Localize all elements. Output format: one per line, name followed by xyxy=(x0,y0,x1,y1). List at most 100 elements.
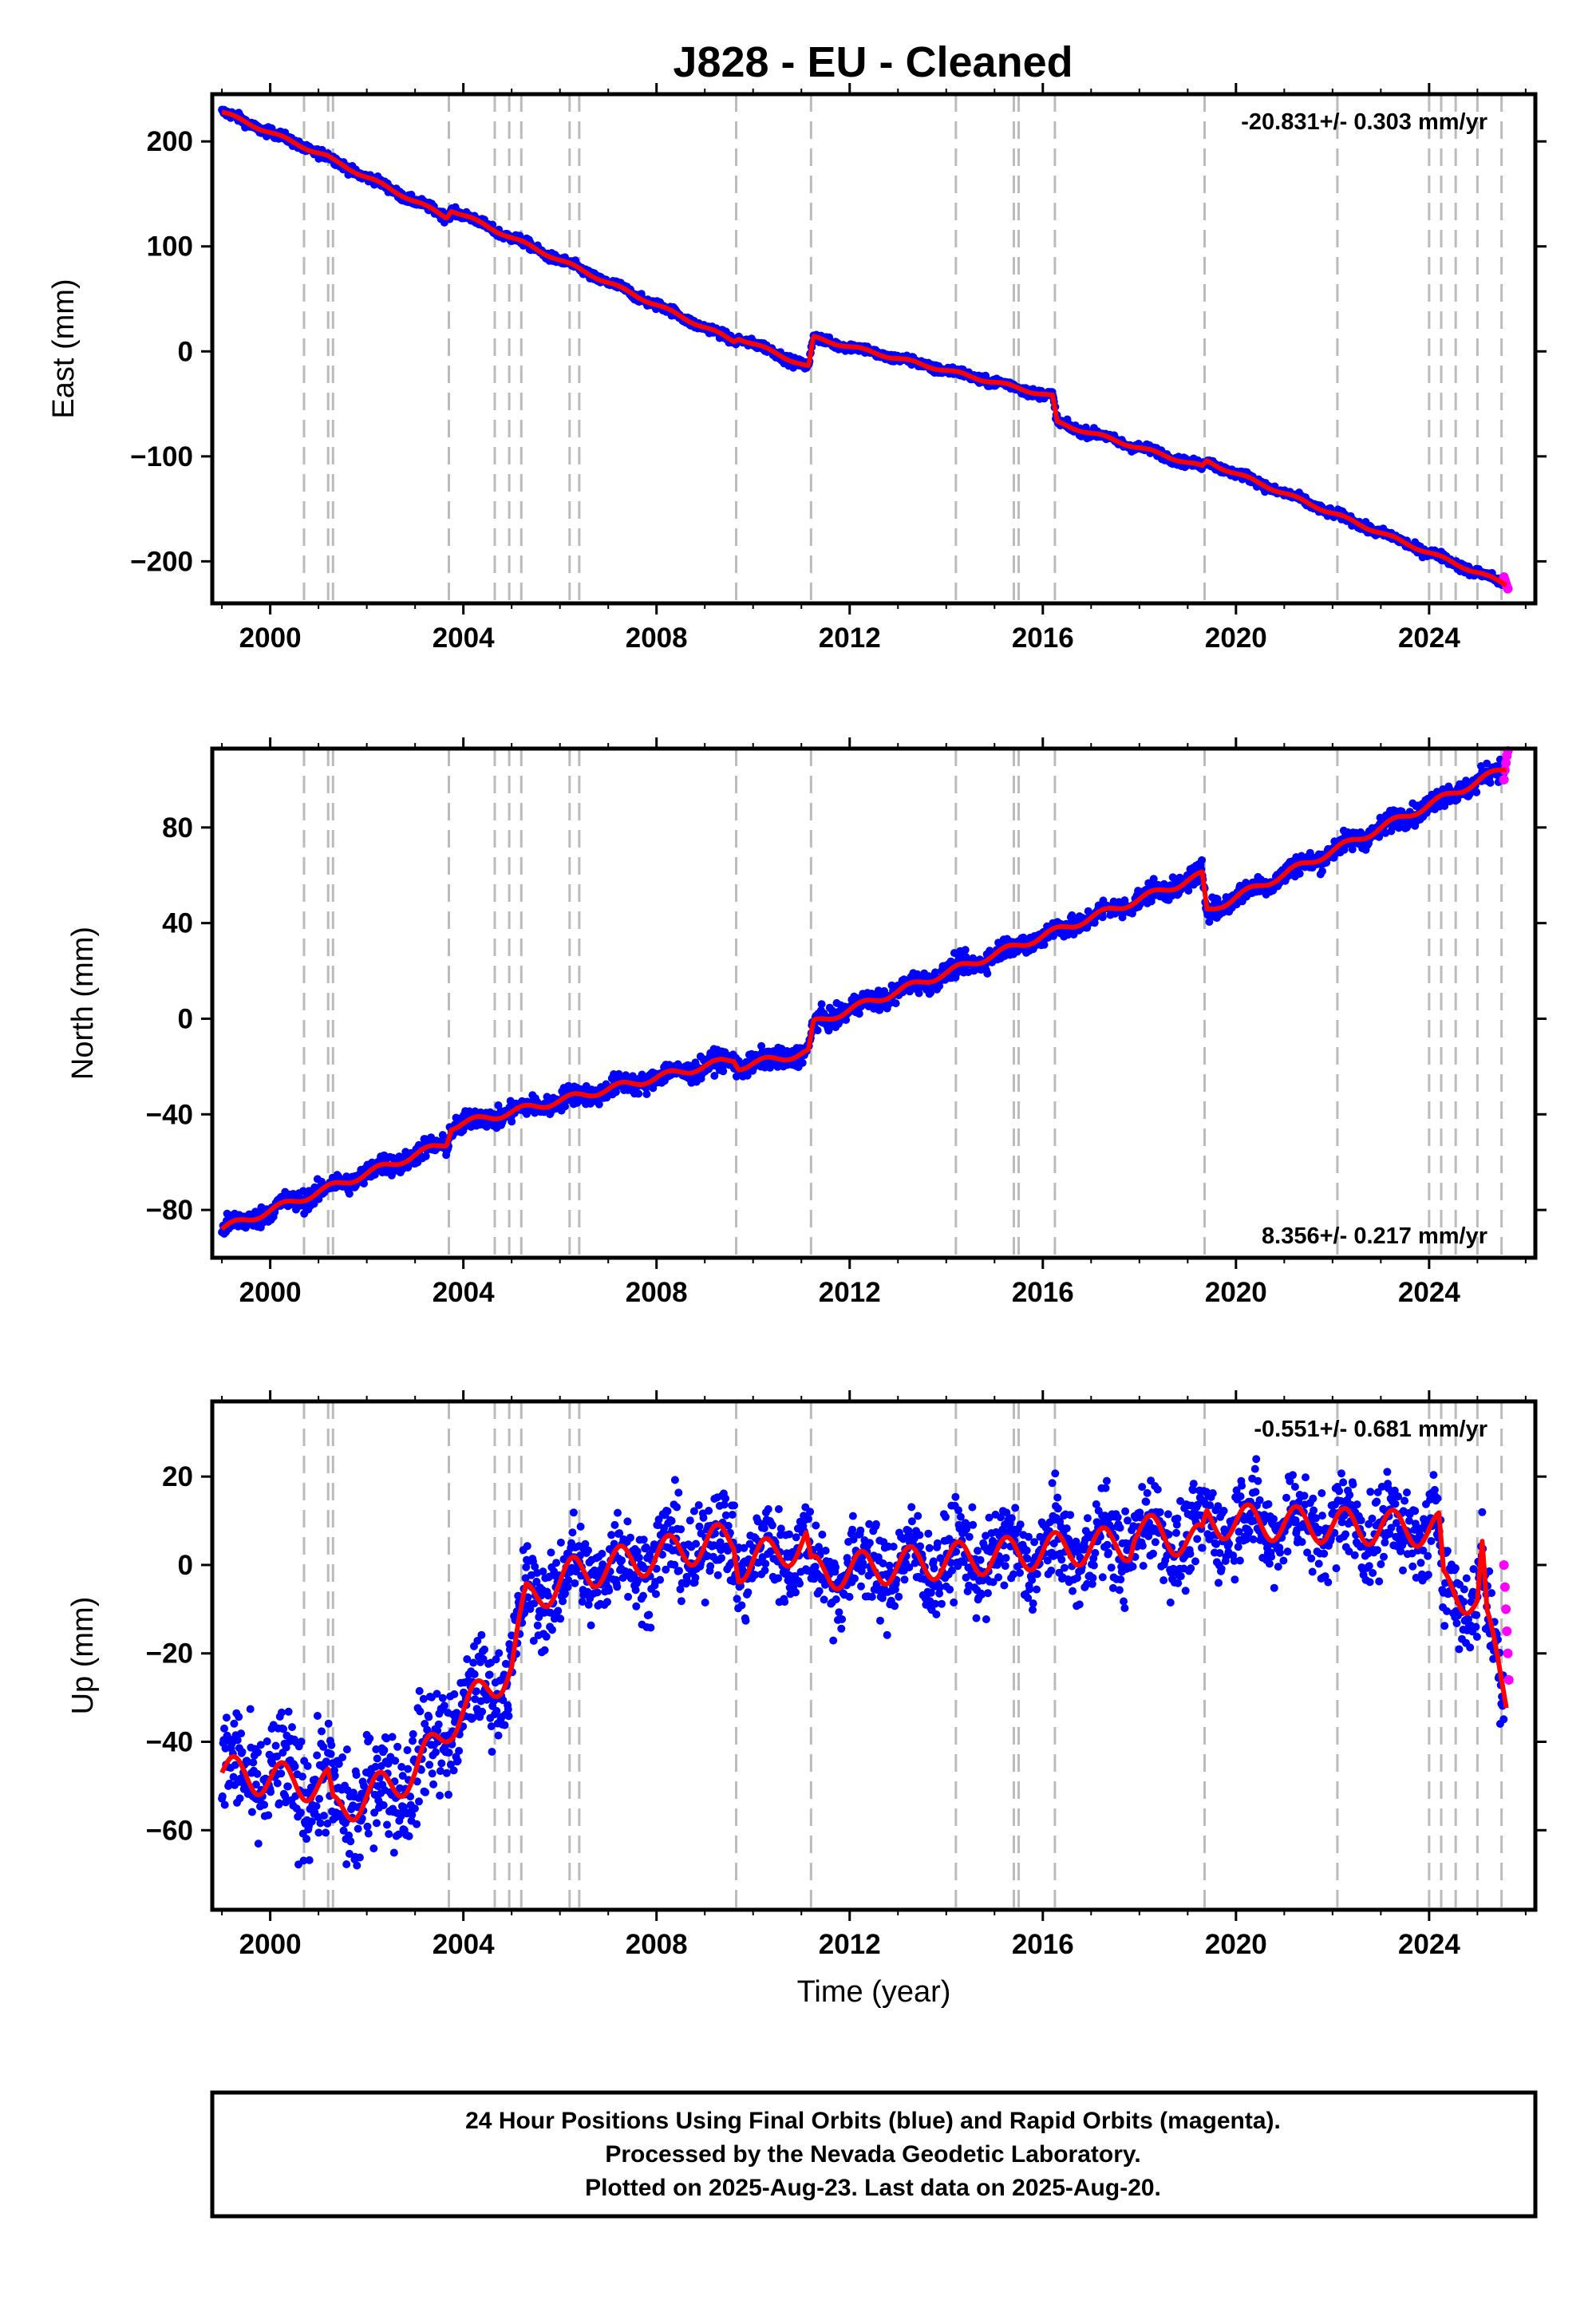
final-orbit-point xyxy=(327,1741,336,1749)
x-tick-label: 2000 xyxy=(239,622,302,654)
final-orbit-point xyxy=(369,1844,378,1853)
final-orbit-point xyxy=(342,1745,351,1754)
final-orbit-point xyxy=(385,1830,393,1839)
final-orbit-point xyxy=(283,1782,292,1791)
final-orbit-point xyxy=(273,1779,282,1788)
final-orbit-point xyxy=(290,1762,299,1771)
x-axis: 2000 2004 2008 2012 2016 2020 2024 xyxy=(221,737,1527,1308)
final-orbit-point xyxy=(1295,869,1304,878)
final-orbit-point xyxy=(798,1058,807,1067)
final-orbit-point xyxy=(312,1802,321,1811)
y-tick-label: −200 xyxy=(130,546,193,577)
final-orbit-point xyxy=(249,1758,258,1767)
final-orbit-point xyxy=(230,1719,239,1728)
x-tick-label: 2020 xyxy=(1205,622,1267,654)
final-orbit-point xyxy=(508,1117,516,1126)
final-orbit-point xyxy=(296,1808,305,1817)
final-orbit-point xyxy=(345,1189,354,1198)
final-orbit-point xyxy=(220,1724,228,1733)
final-orbit-point xyxy=(817,1000,826,1009)
north-panel: 2000 2004 2008 2012 2016 2020 2024−80−4004080N… xyxy=(66,737,1547,1308)
y-tick-label: −80 xyxy=(146,1195,193,1226)
final-orbit-point xyxy=(277,1769,286,1778)
final-orbit-point xyxy=(288,1723,296,1732)
final-orbit-point xyxy=(277,1708,286,1717)
final-orbit-point xyxy=(365,1734,374,1743)
final-orbit-point xyxy=(254,1748,263,1757)
final-orbit-point xyxy=(253,1769,262,1778)
final-orbit-point xyxy=(322,1828,330,1837)
final-orbit-point xyxy=(373,1754,381,1763)
final-orbit-point xyxy=(855,1010,863,1018)
final-orbit-points xyxy=(218,755,1508,1238)
x-tick-label: 2016 xyxy=(1012,622,1074,654)
final-orbit-point xyxy=(318,1727,326,1736)
final-orbit-point xyxy=(284,1707,293,1716)
final-orbit-point xyxy=(319,1812,328,1820)
final-orbit-point xyxy=(364,1829,373,1838)
x-tick-label: 2012 xyxy=(819,622,881,654)
x-tick-label: 2000 xyxy=(239,1277,302,1308)
final-orbit-point xyxy=(303,1761,312,1770)
final-orbit-point xyxy=(298,1773,306,1781)
final-orbit-point xyxy=(355,1853,364,1862)
final-orbit-point xyxy=(342,1860,351,1868)
y-tick-label: −100 xyxy=(130,441,193,472)
final-orbit-point xyxy=(383,1820,391,1829)
y-tick-label: 100 xyxy=(147,231,193,263)
final-orbit-point xyxy=(352,1771,361,1779)
final-orbit-point xyxy=(324,1719,333,1728)
final-orbit-point xyxy=(961,946,970,954)
final-orbit-point xyxy=(314,1828,323,1837)
final-orbit-point xyxy=(313,1712,322,1720)
final-orbit-point xyxy=(363,1822,372,1831)
final-orbit-points xyxy=(218,1455,1508,1870)
final-orbit-point xyxy=(264,1811,273,1820)
rapid-orbit-point xyxy=(1499,774,1509,785)
final-orbit-point xyxy=(315,1795,324,1803)
final-orbit-point xyxy=(891,999,900,1008)
final-orbit-point xyxy=(271,1741,280,1750)
final-orbit-point xyxy=(237,1729,246,1738)
final-orbit-point xyxy=(379,1801,388,1809)
x-tick-label: 2016 xyxy=(1012,1277,1074,1308)
final-orbit-point xyxy=(326,1749,335,1758)
final-orbit-point xyxy=(218,1792,227,1800)
final-orbit-point xyxy=(222,1713,231,1722)
model-line xyxy=(220,109,1508,588)
y-tick-label: 0 xyxy=(178,1003,193,1034)
x-tick-label: 2008 xyxy=(626,622,688,654)
x-tick-label: 2012 xyxy=(819,1277,881,1308)
final-orbit-point xyxy=(246,1705,255,1713)
y-axis-label: North (mm) xyxy=(66,927,100,1080)
x-tick-label: 2020 xyxy=(1205,1277,1267,1308)
x-tick-label: 2004 xyxy=(433,1277,495,1308)
y-tick-label: 80 xyxy=(162,812,193,844)
final-orbit-point xyxy=(1198,856,1206,864)
final-orbit-point xyxy=(260,1800,269,1809)
x-tick-label: 2008 xyxy=(626,1277,688,1308)
final-orbit-point xyxy=(338,1753,347,1761)
final-orbit-point xyxy=(235,1713,243,1721)
x-tick-label: 2024 xyxy=(1398,622,1460,654)
y-tick-label: 0 xyxy=(178,336,193,367)
figure-title: J828 - EU - Cleaned xyxy=(673,38,1073,86)
final-orbit-point xyxy=(983,969,992,978)
final-orbit-point xyxy=(316,1819,325,1828)
final-orbit-point xyxy=(254,1840,263,1848)
final-orbit-point xyxy=(1472,788,1481,796)
final-orbit-point xyxy=(302,1835,311,1844)
east-panel: 2000 2004 2008 2012 2016 2020 2024−200−1000100… xyxy=(47,83,1547,654)
final-orbit-point xyxy=(346,1837,355,1846)
final-orbit-point xyxy=(373,1819,381,1828)
final-orbit-point xyxy=(353,1861,361,1870)
final-orbit-point xyxy=(235,1794,244,1803)
up-panel: 2000 2004 2008 2012 2016 2020 2024−60−40−20020… xyxy=(66,1390,1547,2009)
final-orbit-point xyxy=(1486,778,1495,787)
final-orbit-point xyxy=(297,1737,306,1746)
y-tick-label: −40 xyxy=(146,1099,193,1130)
final-orbit-point xyxy=(354,1824,362,1833)
x-axis: 2000 2004 2008 2012 2016 2020 2024 xyxy=(221,83,1527,654)
step-lines xyxy=(302,94,1503,603)
